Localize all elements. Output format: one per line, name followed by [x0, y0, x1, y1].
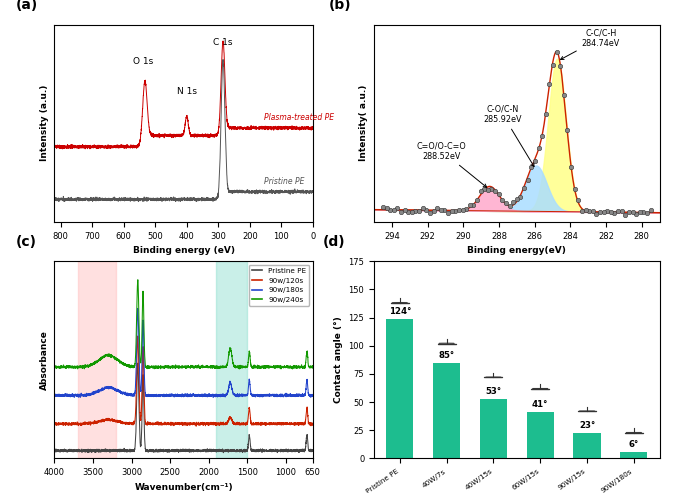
Legend: Pristine PE, 90w/120s, 90w/180s, 90w/240s: Pristine PE, 90w/120s, 90w/180s, 90w/240…	[249, 265, 309, 306]
X-axis label: Wavenumber(cm⁻¹): Wavenumber(cm⁻¹)	[134, 483, 233, 492]
X-axis label: Binding energy (eV): Binding energy (eV)	[133, 246, 235, 255]
Text: (c): (c)	[16, 235, 37, 248]
Bar	[216, 261, 248, 458]
Text: N 1s: N 1s	[177, 87, 197, 96]
Text: C-C/C-H
284.74eV: C-C/C-H 284.74eV	[560, 28, 619, 60]
Text: C-O/C-N
285.92eV: C-O/C-N 285.92eV	[483, 105, 534, 167]
Text: 53°: 53°	[486, 387, 501, 396]
Y-axis label: Intensity( a.u.): Intensity( a.u.)	[360, 85, 369, 161]
Bar	[386, 319, 413, 458]
Y-axis label: Contact angle (°): Contact angle (°)	[334, 317, 343, 403]
Text: 23°: 23°	[579, 421, 595, 430]
Text: Plasma-treated PE: Plasma-treated PE	[264, 113, 334, 122]
Bar	[573, 432, 600, 458]
Bar	[526, 412, 554, 458]
Text: (d): (d)	[322, 235, 345, 248]
Text: C 1s: C 1s	[214, 38, 233, 47]
Text: O 1s: O 1s	[133, 57, 153, 66]
Bar	[620, 452, 647, 458]
X-axis label: Binding energy(eV): Binding energy(eV)	[467, 246, 566, 255]
Text: (a): (a)	[16, 0, 38, 12]
Text: 41°: 41°	[532, 400, 548, 410]
Text: Pristine PE: Pristine PE	[264, 177, 305, 186]
Bar	[78, 261, 116, 458]
Text: 85°: 85°	[439, 351, 455, 360]
Text: 124°: 124°	[388, 307, 411, 316]
Bar	[433, 363, 460, 458]
Y-axis label: Intensity (a.u.): Intensity (a.u.)	[40, 85, 49, 161]
Bar	[480, 399, 507, 458]
Text: 6°: 6°	[629, 440, 639, 449]
Text: (b): (b)	[328, 0, 351, 12]
Text: C=O/O-C=O
288.52eV: C=O/O-C=O 288.52eV	[417, 141, 487, 187]
Y-axis label: Absorbance: Absorbance	[40, 330, 49, 390]
